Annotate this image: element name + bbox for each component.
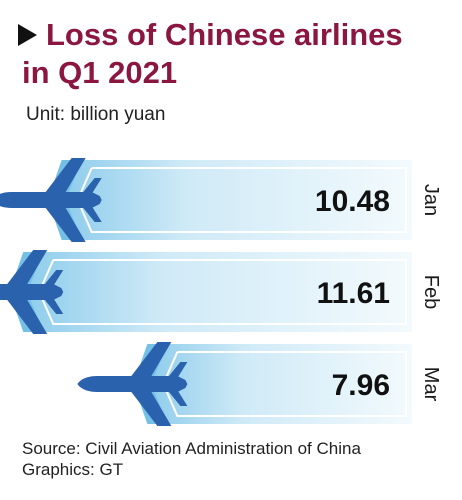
unit-label: Unit: billion yuan — [26, 104, 166, 125]
source-text: Source: Civil Aviation Administration of… — [22, 439, 361, 458]
airplane-icon — [0, 158, 102, 242]
value-bar — [65, 160, 413, 240]
chart-title-line-1: Loss of Chinese airlines — [46, 17, 403, 52]
airplane-icon — [0, 250, 64, 334]
chart-row: 11.61 Feb — [0, 250, 442, 334]
source-note: Source: Civil Aviation Administration of… — [22, 438, 361, 480]
month-label: Feb — [420, 275, 442, 309]
plane-bar-chart: 10.48 Jan 11.61 Feb 7.96 Mar — [0, 158, 442, 426]
chart-row: 7.96 Mar — [77, 342, 442, 426]
chart-rows: 10.48 Jan 11.61 Feb 7.96 Mar — [0, 158, 442, 426]
graphics-credit: Graphics: GT — [22, 460, 124, 479]
value-label: 11.61 — [317, 277, 390, 310]
chart-title-line-2: in Q1 2021 — [22, 55, 178, 90]
value-bar — [27, 252, 412, 332]
chart-row: 10.48 Jan — [0, 158, 442, 242]
value-label: 10.48 — [315, 185, 390, 218]
airplane-icon — [77, 342, 188, 426]
triangle-marker-icon — [18, 24, 37, 46]
value-bar — [151, 344, 413, 424]
value-label: 7.96 — [332, 369, 390, 402]
month-label: Mar — [420, 367, 442, 402]
month-label: Jan — [420, 184, 442, 216]
